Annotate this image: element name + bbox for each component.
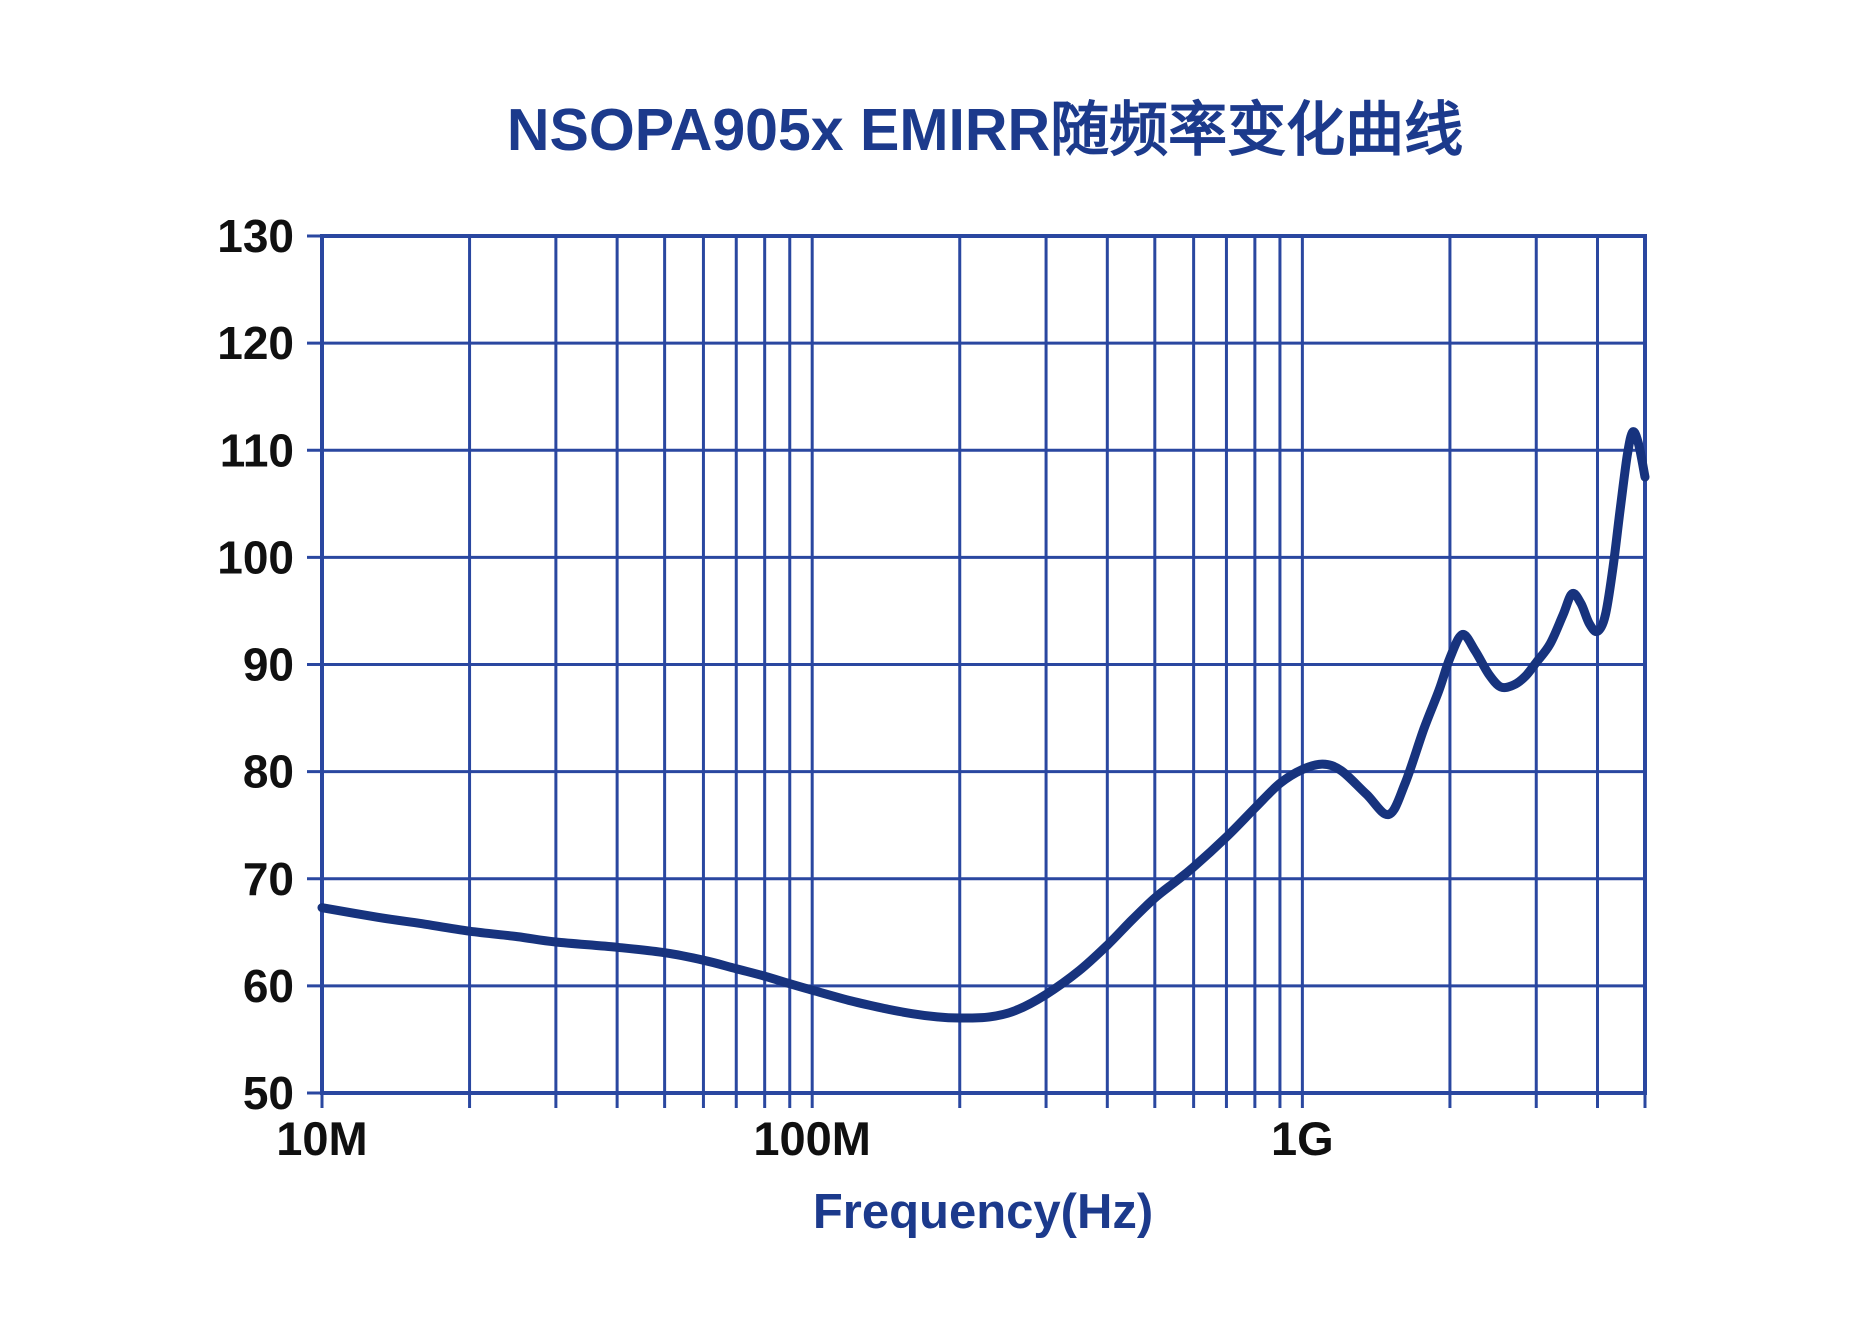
y-tick-label: 100: [217, 531, 294, 583]
x-tick-label: 10M: [276, 1112, 367, 1165]
y-tick-label: 110: [220, 424, 294, 476]
chart-title: NSOPA905x EMIRR随频率变化曲线: [506, 97, 1464, 163]
y-tick-label: 90: [243, 639, 294, 691]
y-tick-label: 130: [217, 210, 294, 262]
x-tick-label: 1G: [1271, 1112, 1334, 1165]
y-tick-label: 50: [243, 1067, 294, 1119]
plot-border: [320, 234, 1647, 1095]
x-tick-label: 100M: [753, 1112, 871, 1165]
y-tick-label: 80: [243, 746, 294, 798]
y-tick-label: 60: [243, 960, 294, 1012]
y-tick-label: 120: [217, 317, 294, 369]
x-axis-title: Frequency(Hz): [812, 1185, 1154, 1239]
y-tick-label: 70: [243, 853, 294, 905]
emirr-curve: [317, 427, 1650, 1023]
